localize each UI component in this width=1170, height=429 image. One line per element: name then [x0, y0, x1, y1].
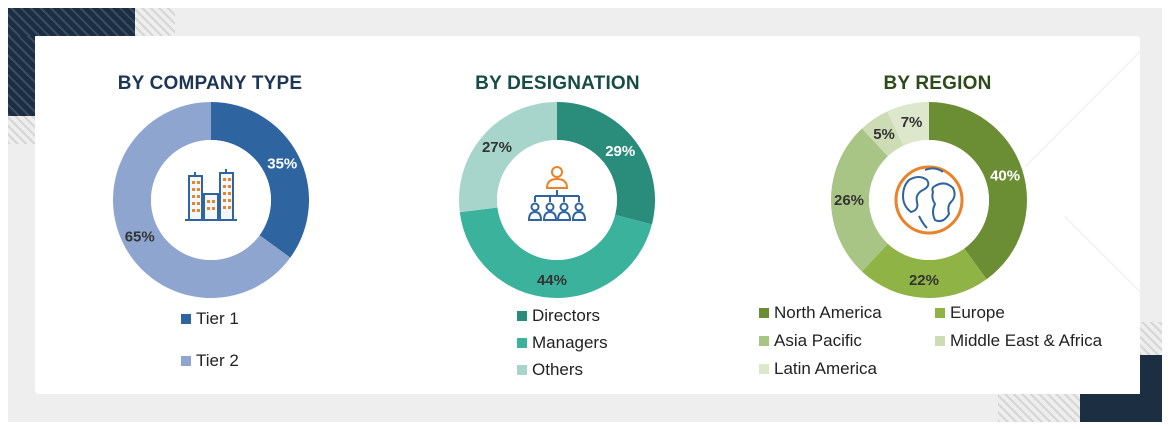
- panel-title: BY COMPANY TYPE: [117, 73, 303, 94]
- slice-label: 22%: [909, 272, 939, 289]
- org-hierarchy-icon: [527, 166, 587, 221]
- top-left-corner-decoration: [8, 8, 135, 36]
- slice-label: 26%: [834, 192, 864, 209]
- bottom-right-corner-decoration: [1080, 394, 1162, 422]
- legend-item-managers: Managers: [517, 333, 608, 353]
- legend-label: North America: [774, 303, 882, 322]
- donut-slice: [929, 102, 1027, 280]
- donut-slice: [211, 102, 309, 258]
- slice-label: 7%: [901, 114, 923, 131]
- legend-swatch: [759, 364, 769, 374]
- slice-label: 65%: [125, 228, 155, 245]
- donut-slice: [861, 111, 904, 157]
- slice-label: 27%: [482, 139, 512, 156]
- panel-company-type: BY COMPANY TYPE 35% 65%: [35, 36, 385, 394]
- bottom-right-hatch-decoration: [998, 394, 1080, 422]
- slice-label: 44%: [537, 272, 567, 289]
- infographic-card: BY COMPANY TYPE 35% 65%: [35, 36, 1140, 394]
- legend-swatch: [759, 336, 769, 346]
- legend-label: Latin America: [774, 359, 877, 378]
- legend-swatch: [517, 365, 527, 375]
- legend-item-latin-america: Latin America: [759, 359, 877, 379]
- slice-label: 40%: [990, 167, 1020, 184]
- legend-swatch: [517, 338, 527, 348]
- panel-title: BY REGION: [883, 73, 992, 94]
- donut-slice: [887, 102, 929, 146]
- panel-designation: BY DESIGNATION 29% 44% 27%: [380, 36, 735, 394]
- legend-item-others: Others: [517, 360, 583, 380]
- legend-item-middle-east-africa: Middle East & Africa: [935, 331, 1102, 351]
- legend-swatch: [759, 308, 769, 318]
- donut-hole: [497, 140, 617, 260]
- legend-label: Tier 2: [196, 351, 239, 370]
- donut-chart-company-type: 35% 65%: [112, 102, 309, 298]
- donut-chart-designation: 29% 44% 27%: [459, 102, 655, 298]
- legend-label: Others: [532, 360, 584, 379]
- buildings-icon: [185, 169, 237, 221]
- legend-swatch: [935, 308, 945, 318]
- legend-item-asia-pacific: Asia Pacific: [759, 331, 862, 351]
- legend-label: Directors: [532, 306, 601, 325]
- donut-slice: [831, 128, 888, 272]
- legend-label: Tier 1: [196, 309, 239, 328]
- donut-chart-region: 40% 22% 26% 5% 7%: [831, 102, 1027, 298]
- slice-label: 35%: [267, 156, 297, 173]
- legend-item-tier-1: Tier 1: [181, 309, 239, 329]
- globe-icon: [894, 165, 964, 235]
- right-edge-decoration: [1140, 355, 1162, 394]
- top-left-hatch-decoration: [135, 8, 175, 36]
- donut-slice: [459, 207, 652, 298]
- legend-item-tier-2: Tier 2: [181, 351, 239, 371]
- left-edge-decoration: [8, 36, 35, 116]
- panel-title: BY DESIGNATION: [475, 73, 640, 94]
- right-edge-hatch-decoration: [1140, 322, 1162, 355]
- legend-swatch: [517, 311, 527, 321]
- legend-item-directors: Directors: [517, 306, 600, 326]
- donut-slice: [459, 102, 557, 213]
- slice-label: 5%: [873, 126, 895, 143]
- panel-region: BY REGION 40% 22% 26% 5% 7% North America Eu…: [735, 36, 1140, 394]
- donut-hole: [869, 140, 989, 260]
- legend-swatch: [181, 356, 191, 366]
- slice-label: 29%: [605, 143, 635, 160]
- legend-label: Middle East & Africa: [950, 331, 1103, 350]
- legend-swatch: [181, 314, 191, 324]
- donut-slice: [112, 102, 291, 298]
- legend-item-europe: Europe: [935, 303, 1005, 323]
- donut-slice: [557, 102, 655, 225]
- legend-swatch: [935, 336, 945, 346]
- left-edge-hatch-decoration: [8, 116, 35, 144]
- legend-label: Europe: [950, 303, 1005, 322]
- donut-slice: [861, 243, 987, 298]
- legend-item-north-america: North America: [759, 303, 882, 323]
- legend-label: Managers: [532, 333, 608, 352]
- legend-label: Asia Pacific: [774, 331, 862, 350]
